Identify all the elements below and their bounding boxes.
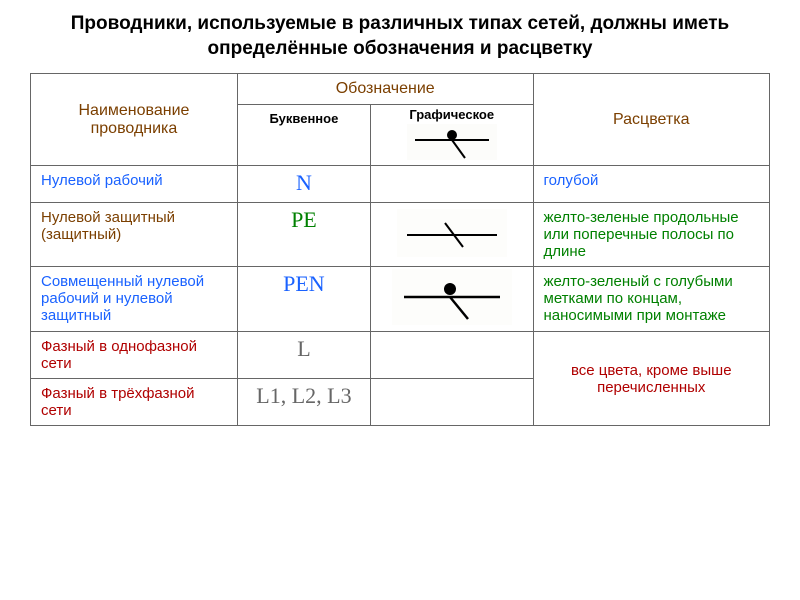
pen-symbol: [392, 269, 512, 325]
graphic-pe: [370, 203, 533, 267]
col-graphic: Графическое: [370, 105, 533, 166]
name-pen: Совмещенный нулевой рабочий и нулевой за…: [31, 267, 238, 332]
row-pen: Совмещенный нулевой рабочий и нулевой за…: [31, 267, 770, 332]
conductor-table: Наименование проводника Обозначение Расц…: [30, 73, 770, 426]
col-letter: Буквенное: [237, 105, 370, 166]
pe-symbol: [397, 209, 507, 257]
name-n: Нулевой рабочий: [31, 166, 238, 203]
col-coloring: Расцветка: [533, 74, 770, 166]
graphic-pen: [370, 267, 533, 332]
color-pen: желто-зеленый с голубыми метками по конц…: [533, 267, 770, 332]
name-l123: Фазный в трёхфазной сети: [31, 379, 238, 426]
letter-n: N: [237, 166, 370, 203]
letter-l: L: [237, 332, 370, 379]
graphic-l: [370, 332, 533, 379]
name-l: Фазный в однофазной сети: [31, 332, 238, 379]
letter-pe: PE: [237, 203, 370, 267]
color-n: голубой: [533, 166, 770, 203]
name-pe: Нулевой защитный (защитный): [31, 203, 238, 267]
row-n: Нулевой рабочий N голубой: [31, 166, 770, 203]
graphic-l123: [370, 379, 533, 426]
color-phase: все цвета, кроме выше перечисленных: [533, 332, 770, 426]
header-row-1: Наименование проводника Обозначение Расц…: [31, 74, 770, 105]
page-title: Проводники, используемые в различных тип…: [30, 12, 770, 61]
header-symbol: [407, 124, 497, 160]
letter-pen: PEN: [237, 267, 370, 332]
col-name: Наименование проводника: [31, 74, 238, 166]
col-graphic-label: Графическое: [373, 107, 531, 122]
graphic-n: [370, 166, 533, 203]
color-pe: желто-зеленые продольные или поперечные …: [533, 203, 770, 267]
letter-l123: L1, L2, L3: [237, 379, 370, 426]
row-pe: Нулевой защитный (защитный) PE желто-зел…: [31, 203, 770, 267]
row-l: Фазный в однофазной сети L все цвета, кр…: [31, 332, 770, 379]
col-designation: Обозначение: [237, 74, 533, 105]
